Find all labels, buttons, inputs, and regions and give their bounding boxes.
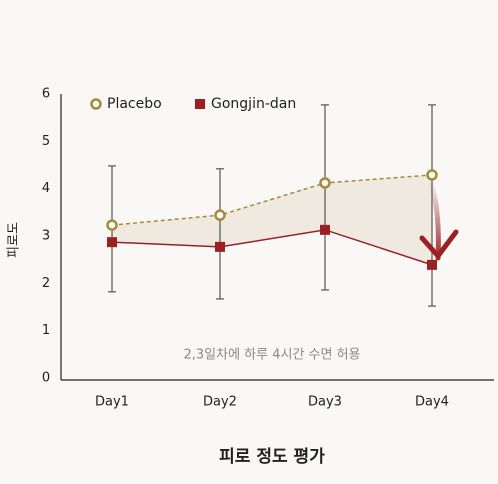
legend-label: Gongjin-dan [211,96,296,112]
x-tick-label: Day3 [308,395,342,410]
point [215,241,225,252]
legend-marker [90,98,102,110]
y-tick-label: 3 [42,229,50,244]
fill-between [112,174,432,265]
plot: 0 1 2 3 4 5 6 Day1 Day2 Day3 Day4 [42,87,449,410]
y-tick-label: 0 [42,371,50,386]
annotation: 2,3일차에 하루 4시간 수면 허용 [183,348,360,363]
point [320,224,330,235]
legend-marker [195,99,205,109]
point [319,177,331,189]
point [107,237,117,248]
x-tick-label: Day4 [415,395,449,410]
arrow-head [419,229,459,259]
point [106,219,118,231]
series-line [111,229,433,266]
series-line [111,174,433,226]
x-tick-label: Day2 [203,395,237,410]
y-tick-label: 5 [42,134,50,149]
x-tick-label: Day1 [95,395,129,410]
x-axis-label: 피로 정도 평가 [219,447,325,467]
point [426,169,438,181]
arrow [429,182,441,261]
legend-label: Placebo [107,96,162,112]
y-tick-label: 1 [42,323,50,338]
point [214,209,226,221]
y-tick-label: 6 [42,87,50,102]
point [427,259,437,270]
y-tick-label: 2 [42,276,50,291]
y-axis-label: 피로도 [7,222,22,258]
y-tick-label: 4 [42,181,50,196]
